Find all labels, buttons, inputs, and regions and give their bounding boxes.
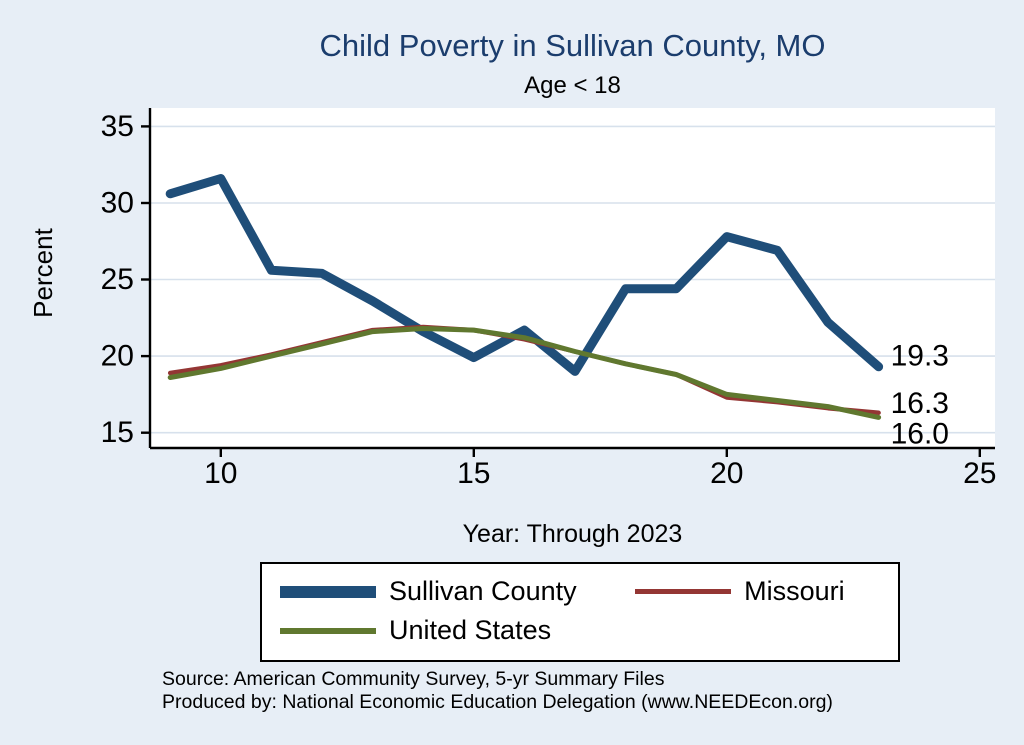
y-axis-label: Percent bbox=[28, 228, 58, 318]
end-label: 16.0 bbox=[891, 418, 949, 451]
series-line-united-states bbox=[167, 326, 882, 420]
end-label: 16.3 bbox=[891, 387, 949, 420]
x-axis-label: Year: Through 2023 bbox=[462, 520, 683, 548]
legend-label-united-states: United States bbox=[389, 615, 552, 645]
chart-title: Child Poverty in Sullivan County, MO bbox=[319, 28, 826, 63]
legend-label-missouri: Missouri bbox=[744, 576, 845, 606]
series-line-sullivan-county bbox=[165, 174, 884, 376]
united-states-line-swatch bbox=[280, 627, 376, 634]
x-tick-label: 20 bbox=[710, 457, 743, 490]
legend: Sullivan County Missouri United States bbox=[260, 562, 900, 662]
chart-subtitle: Age < 18 bbox=[524, 72, 621, 99]
x-tick-label: 10 bbox=[204, 457, 237, 490]
y-tick-label: 35 bbox=[101, 110, 134, 143]
plot-area bbox=[150, 108, 995, 448]
y-tick-label: 30 bbox=[101, 187, 134, 220]
x-tick-label: 25 bbox=[963, 457, 996, 490]
legend-item-missouri: Missouri bbox=[635, 576, 880, 607]
sullivan-county-line-swatch bbox=[280, 585, 376, 598]
y-tick-label: 20 bbox=[101, 340, 134, 373]
y-tick-label: 25 bbox=[101, 263, 134, 296]
missouri-line-swatch bbox=[635, 589, 732, 594]
source-block: Source: American Community Survey, 5-yr … bbox=[162, 668, 962, 714]
end-label: 19.3 bbox=[891, 340, 949, 373]
produced-by-line: Produced by: National Economic Education… bbox=[162, 691, 833, 713]
legend-item-united-states: United States bbox=[280, 615, 635, 646]
source-line: Source: American Community Survey, 5-yr … bbox=[162, 668, 665, 690]
legend-label-sullivan-county: Sullivan County bbox=[389, 576, 577, 606]
x-tick-label: 15 bbox=[457, 457, 490, 490]
legend-item-sullivan-county: Sullivan County bbox=[280, 576, 635, 607]
y-tick-label: 15 bbox=[101, 416, 134, 449]
